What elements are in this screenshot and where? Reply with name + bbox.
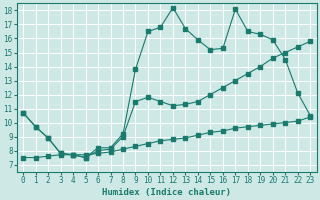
X-axis label: Humidex (Indice chaleur): Humidex (Indice chaleur) [102, 188, 231, 197]
